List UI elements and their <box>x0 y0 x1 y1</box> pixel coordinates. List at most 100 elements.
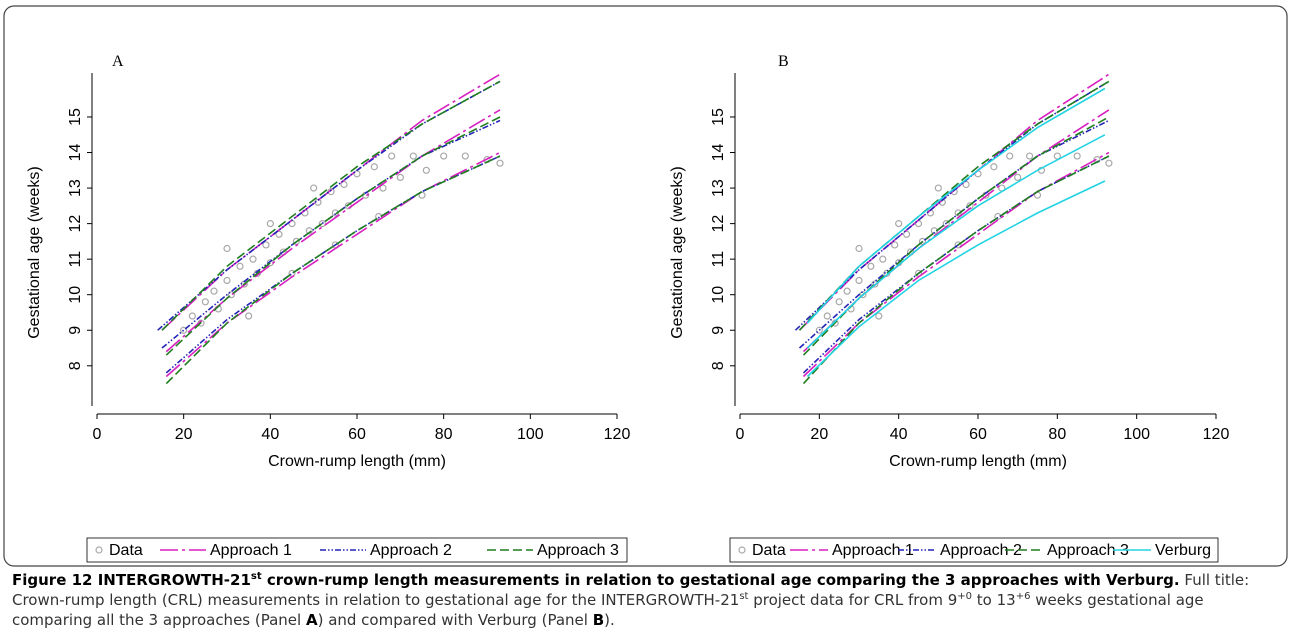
data-point <box>934 184 942 192</box>
data-point <box>891 241 899 249</box>
caption-text: Figure 12 INTERGROWTH-21 <box>12 571 251 589</box>
data-point <box>815 326 823 334</box>
caption-text: project data for CRL from 9 <box>748 591 958 609</box>
data-point <box>461 152 469 160</box>
data-point <box>1105 159 1113 167</box>
data-point <box>954 241 962 249</box>
x-tick-label: 40 <box>890 426 908 443</box>
data-point <box>440 152 448 160</box>
legend-label: Data <box>109 542 143 559</box>
data-point <box>340 180 348 189</box>
centile-line <box>802 116 1110 356</box>
y-axis-label: Gestational age (weeks) <box>26 166 43 339</box>
data-point <box>305 227 313 235</box>
x-tick-label: 40 <box>261 426 279 443</box>
data-point <box>227 291 235 299</box>
legend-marker <box>738 546 746 554</box>
centile-line <box>802 151 1110 378</box>
data-point <box>835 298 843 306</box>
data-point <box>310 184 318 192</box>
caption-text: Full title: Crown-rump length (CRL) meas… <box>12 571 1250 609</box>
centile-line <box>806 87 1106 324</box>
legend-label: Approach 3 <box>1047 542 1129 559</box>
data-point <box>1025 152 1034 160</box>
x-tick-label: 80 <box>1048 426 1066 443</box>
y-tick-label: 11 <box>710 251 727 268</box>
data-point <box>879 255 887 263</box>
data-point <box>180 326 188 334</box>
centile-line <box>165 151 501 378</box>
y-tick-label: 8 <box>67 361 84 370</box>
centile-line <box>161 80 501 331</box>
y-tick-label: 13 <box>710 179 727 197</box>
x-tick-label: 20 <box>810 426 828 443</box>
data-point <box>370 163 378 171</box>
centile-line <box>798 119 1110 349</box>
y-tick-label: 11 <box>67 251 84 268</box>
data-point <box>201 298 209 306</box>
y-tick-label: 14 <box>67 144 84 162</box>
data-point <box>262 241 270 249</box>
data-point <box>318 220 326 228</box>
data-point <box>875 312 883 320</box>
y-axis-label: Gestational age (weeks) <box>669 166 686 339</box>
data-point <box>292 237 300 245</box>
caption-text: to 13 <box>972 591 1016 609</box>
centile-line <box>165 155 501 374</box>
x-axis-label: Crown-rump length (mm) <box>268 453 446 470</box>
centile-line <box>165 116 501 356</box>
data-point <box>962 180 970 189</box>
y-tick-label: 15 <box>67 108 84 126</box>
data-point <box>223 244 231 253</box>
x-tick-label: 60 <box>969 426 987 443</box>
y-tick-label: 9 <box>710 326 727 335</box>
legend-label: Approach 2 <box>940 542 1022 559</box>
centile-line <box>157 80 501 331</box>
y-tick-label: 13 <box>67 179 84 197</box>
x-tick-label: 20 <box>175 426 193 443</box>
data-point <box>990 163 998 171</box>
x-tick-label: 120 <box>1203 426 1230 443</box>
x-tick-label: 60 <box>348 426 366 443</box>
data-point <box>954 209 962 217</box>
data-point <box>223 276 231 285</box>
centile-line <box>806 134 1106 349</box>
y-tick-label: 10 <box>67 286 84 304</box>
panel-label: A <box>112 53 124 70</box>
centile-line <box>161 119 501 349</box>
data-point <box>871 280 879 288</box>
data-point <box>1073 152 1081 160</box>
caption-text: ) and compared with Verburg (Panel <box>317 611 593 629</box>
legend-label: Approach 1 <box>210 542 292 559</box>
x-tick-label: 100 <box>1123 426 1150 443</box>
legend-label: Approach 3 <box>537 542 619 559</box>
data-point <box>210 287 218 295</box>
data-point <box>331 209 339 217</box>
centile-line <box>165 109 501 353</box>
legend-label: Verburg <box>1155 542 1211 559</box>
x-tick-label: 100 <box>517 426 544 443</box>
caption-text: +0 <box>957 591 972 602</box>
data-point <box>266 220 274 228</box>
centile-line <box>165 155 501 385</box>
y-tick-label: 8 <box>710 361 727 370</box>
data-point <box>409 152 417 160</box>
y-tick-label: 12 <box>710 215 727 233</box>
data-point <box>236 262 244 270</box>
x-tick-label: 80 <box>435 426 453 443</box>
centile-line <box>802 109 1110 353</box>
caption: Figure 12 INTERGROWTH-21st crown-rump le… <box>12 570 1282 630</box>
centile-line <box>794 80 1110 331</box>
data-point <box>902 230 911 238</box>
legend-box <box>729 537 1219 563</box>
y-tick-label: 14 <box>710 144 727 162</box>
legend-label: Data <box>752 542 786 559</box>
y-tick-label: 15 <box>710 108 727 126</box>
legend-label: Approach 2 <box>370 542 452 559</box>
x-tick-label: 0 <box>736 426 745 443</box>
x-tick-label: 0 <box>93 426 102 443</box>
centile-line <box>802 155 1110 385</box>
figure-frame <box>3 5 1288 567</box>
data-point <box>249 255 257 263</box>
